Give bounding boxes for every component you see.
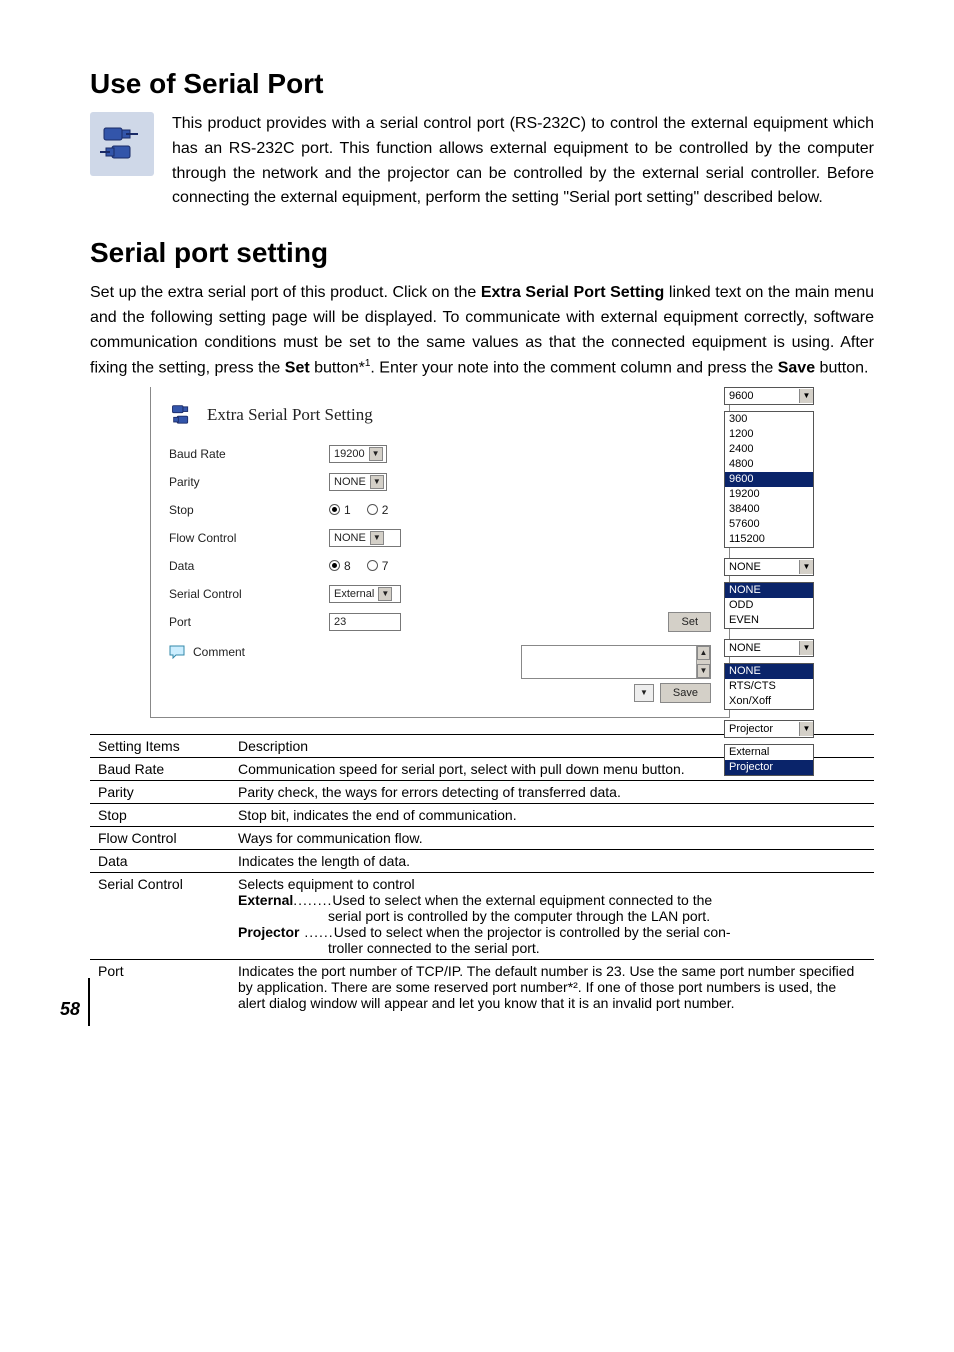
table-row-desc: Stop bit, indicates the end of communica… <box>230 803 874 826</box>
table-row-item: Port <box>90 959 230 1014</box>
chevron-down-icon: ▼ <box>369 447 383 461</box>
table-row-item: Data <box>90 849 230 872</box>
page-side-rule <box>88 978 90 1026</box>
chevron-down-icon: ▼ <box>370 531 384 545</box>
dropdown-option[interactable]: NONE <box>725 664 813 679</box>
data-option-8: 8 <box>344 559 351 573</box>
save-button[interactable]: Save <box>660 683 711 703</box>
dropdown-option[interactable]: NONE <box>725 583 813 598</box>
serialctl-closed-select[interactable]: Projector▼ <box>724 720 814 738</box>
stop-radio-2[interactable] <box>367 504 378 515</box>
flow-closed-select[interactable]: NONE▼ <box>724 639 814 657</box>
dropdown-popouts: 9600▼ 3001200240048009600192003840057600… <box>724 387 814 786</box>
table-row-desc: Ways for communication flow. <box>230 826 874 849</box>
chevron-down-icon: ▼ <box>370 475 384 489</box>
dropdown-option[interactable]: Projector <box>725 760 813 775</box>
set-button[interactable]: Set <box>668 612 711 632</box>
data-radio-7[interactable] <box>367 560 378 571</box>
chevron-down-icon: ▼ <box>378 587 392 601</box>
scroll-up-icon[interactable]: ▲ <box>697 646 710 660</box>
flow-control-label: Flow Control <box>169 531 329 545</box>
stop-radio-1[interactable] <box>329 504 340 515</box>
table-row-item: Serial Control <box>90 872 230 959</box>
parity-select[interactable]: NONE▼ <box>329 473 387 491</box>
data-option-7: 7 <box>382 559 389 573</box>
table-row-item: Flow Control <box>90 826 230 849</box>
connector-icon <box>90 112 154 176</box>
serial-control-select[interactable]: External▼ <box>329 585 401 603</box>
port-label: Port <box>169 615 329 629</box>
baud-rate-select[interactable]: 19200▼ <box>329 445 387 463</box>
dropdown-option[interactable]: EVEN <box>725 613 813 628</box>
dropdown-option[interactable]: External <box>725 745 813 760</box>
scroll-down-icon[interactable]: ▼ <box>697 664 710 678</box>
table-row-desc: Indicates the port number of TCP/IP. The… <box>230 959 874 1014</box>
parity-label: Parity <box>169 475 329 489</box>
flow-control-select[interactable]: NONE▼ <box>329 529 401 547</box>
dropdown-option[interactable]: 300 <box>725 412 813 427</box>
section2-intro-text: Set up the extra serial port of this pro… <box>90 281 874 381</box>
serialctl-options-list[interactable]: ExternalProjector <box>724 744 814 776</box>
stop-option-1: 1 <box>344 503 351 517</box>
comment-label: Comment <box>193 645 245 659</box>
table-head-items: Setting Items <box>90 734 230 757</box>
heading-use-of-serial-port: Use of Serial Port <box>90 68 874 100</box>
table-row-desc: Indicates the length of data. <box>230 849 874 872</box>
parity-options-list[interactable]: NONEODDEVEN <box>724 582 814 629</box>
baud-rate-options-list[interactable]: 3001200240048009600192003840057600115200 <box>724 411 814 548</box>
dropdown-option[interactable]: 9600 <box>725 472 813 487</box>
settings-table-body: Baud RateCommunication speed for serial … <box>90 757 874 1014</box>
table-row-desc: Selects equipment to controlExternal....… <box>230 872 874 959</box>
dropdown-option[interactable]: 57600 <box>725 517 813 532</box>
dropdown-option[interactable]: 38400 <box>725 502 813 517</box>
table-row-item: Parity <box>90 780 230 803</box>
chevron-down-icon: ▼ <box>799 560 813 574</box>
dropdown-option[interactable]: 19200 <box>725 487 813 502</box>
chevron-down-icon: ▼ <box>799 722 813 736</box>
dropdown-option[interactable]: ODD <box>725 598 813 613</box>
chevron-down-icon: ▼ <box>799 389 813 403</box>
data-radio-8[interactable] <box>329 560 340 571</box>
dropdown-option[interactable]: 115200 <box>725 532 813 547</box>
dropdown-option[interactable]: Xon/Xoff <box>725 694 813 709</box>
stop-option-2: 2 <box>382 503 389 517</box>
dropdown-option[interactable]: 1200 <box>725 427 813 442</box>
parity-closed-select[interactable]: NONE▼ <box>724 558 814 576</box>
page-number: 58 <box>60 999 80 1020</box>
serial-control-label: Serial Control <box>169 587 329 601</box>
comment-icon <box>169 645 185 659</box>
comment-mini-select[interactable]: ▼ <box>634 684 654 702</box>
comment-textarea[interactable]: ▲ ▼ <box>521 645 711 679</box>
dropdown-option[interactable]: RTS/CTS <box>725 679 813 694</box>
baud-rate-closed-select[interactable]: 9600▼ <box>724 387 814 405</box>
heading-serial-port-setting: Serial port setting <box>90 237 874 269</box>
chevron-down-icon: ▼ <box>799 641 813 655</box>
extra-serial-port-panel: Extra Serial Port Setting Baud Rate 1920… <box>150 387 730 718</box>
panel-title: Extra Serial Port Setting <box>207 405 373 425</box>
port-input[interactable]: 23 <box>329 613 401 631</box>
baud-rate-label: Baud Rate <box>169 447 329 461</box>
flow-options-list[interactable]: NONERTS/CTSXon/Xoff <box>724 663 814 710</box>
data-label: Data <box>169 559 329 573</box>
connector-small-icon <box>169 401 197 429</box>
dropdown-option[interactable]: 2400 <box>725 442 813 457</box>
table-row-item: Baud Rate <box>90 757 230 780</box>
stop-label: Stop <box>169 503 329 517</box>
section1-intro-text: This product provides with a serial cont… <box>172 112 874 211</box>
dropdown-option[interactable]: 4800 <box>725 457 813 472</box>
table-row-item: Stop <box>90 803 230 826</box>
